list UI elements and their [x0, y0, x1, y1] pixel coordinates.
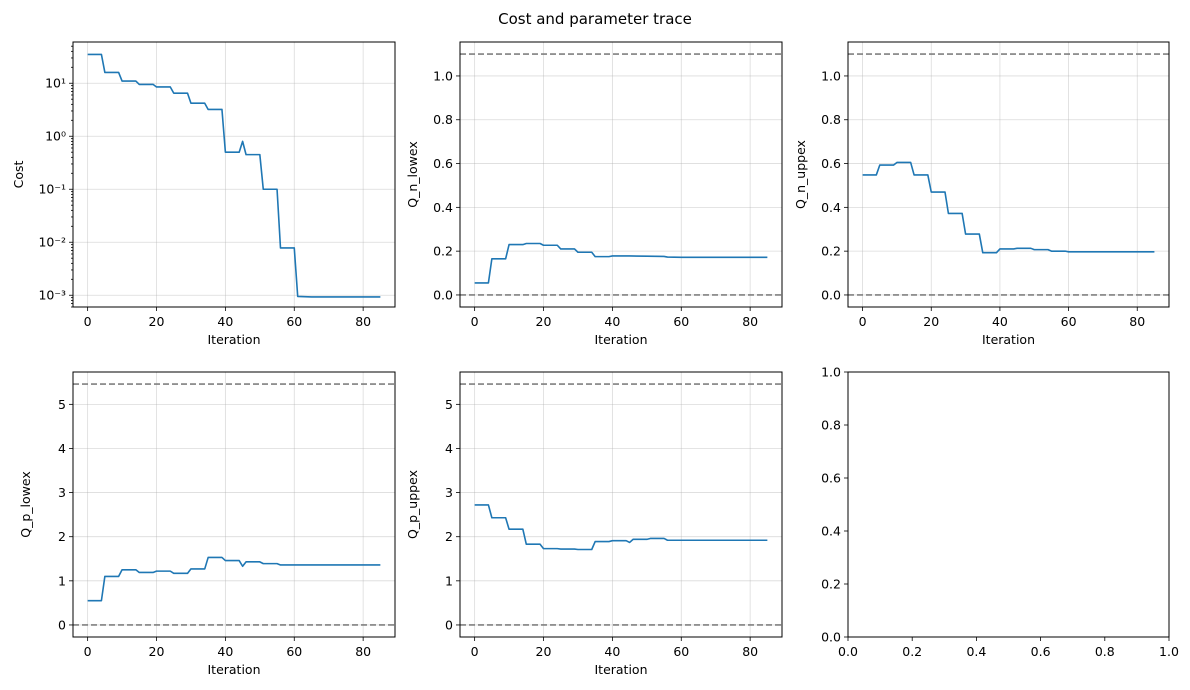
- y-tick-label: 10⁻³: [38, 288, 66, 303]
- x-tick-label: 60: [673, 644, 689, 659]
- y-tick-label: 0.2: [821, 244, 841, 259]
- y-tick-label: 1: [445, 573, 453, 588]
- y-tick-label: 0.2: [433, 244, 453, 259]
- x-tick-label: 20: [149, 644, 165, 659]
- x-tick-label: 0.6: [1031, 644, 1051, 659]
- x-tick-label: 0.0: [838, 644, 858, 659]
- y-tick-label: 0.4: [433, 200, 453, 215]
- y-tick-label: 0.2: [821, 577, 841, 592]
- x-tick-label: 60: [1061, 314, 1077, 329]
- y-tick-label: 2: [445, 529, 453, 544]
- y-tick-label: 3: [445, 485, 453, 500]
- subplot-2: 0 20 40 60 80 0.0 0.2 0.4 0.6 0.8 1.0 Iteration Q_n_…: [405, 41, 783, 347]
- y-tick-label: 0.0: [821, 287, 841, 302]
- subplot-grid: 0 20 40 60 8010⁻³10⁻²10⁻¹10⁰10¹IterationCost…: [11, 41, 1179, 677]
- x-tick-label: 80: [355, 314, 371, 329]
- y-tick-label: 10¹: [45, 76, 66, 91]
- y-tick-label: 0.6: [821, 471, 841, 486]
- x-tick-label: 80: [742, 314, 758, 329]
- y-tick-label: 10⁻²: [38, 235, 66, 250]
- y-tick-label: 0.8: [821, 112, 841, 127]
- series-line: [474, 504, 768, 551]
- y-tick-label: 0.6: [821, 156, 841, 171]
- axes-frame: [459, 41, 783, 308]
- subplot-3: 0 20 40 60 80 0.0 0.2 0.4 0.6 0.8 1.0 Iteration Q_n_…: [793, 41, 1170, 347]
- y-tick-label: 0.0: [821, 630, 841, 645]
- y-axis-label: Q_n_lowex: [405, 141, 420, 207]
- x-tick-label: 80: [1129, 314, 1145, 329]
- y-tick-label: 0: [445, 617, 453, 632]
- x-axis-label: Iteration: [207, 662, 260, 677]
- series-line: [87, 53, 381, 298]
- y-tick-label: 2: [58, 529, 66, 544]
- x-tick-label: 40: [604, 314, 620, 329]
- x-tick-label: 20: [536, 314, 552, 329]
- subplot-1: 0 20 40 60 80 10⁻³ 10⁻² 10⁻¹ 10⁰ 10¹ Iteration Cost: [11, 41, 396, 347]
- x-tick-label: 0: [471, 644, 479, 659]
- y-tick-label: 4: [58, 441, 66, 456]
- y-axis-label: Q_p_uppex: [405, 470, 420, 539]
- y-tick-label: 1.0: [433, 68, 453, 83]
- y-tick-label: 4: [445, 441, 453, 456]
- y-axis-label: Q_p_lowex: [18, 471, 33, 538]
- axes-frame: [847, 371, 1170, 638]
- y-tick-label: 0.4: [821, 200, 841, 215]
- x-tick-label: 40: [217, 314, 233, 329]
- y-tick-label: 5: [445, 397, 453, 412]
- y-tick-label: 10⁰: [45, 129, 66, 144]
- x-axis-label: Iteration: [207, 332, 260, 347]
- subplot-5: 0 20 40 60 80 0 1 2 3 4 5 Iteration Q_p_uppex: [405, 371, 783, 677]
- series-line: [474, 242, 768, 284]
- y-axis-label: Q_n_uppex: [793, 140, 808, 209]
- x-tick-label: 20: [536, 644, 552, 659]
- x-tick-label: 60: [286, 314, 302, 329]
- y-tick-label: 0.8: [433, 112, 453, 127]
- figure-title: Cost and parameter trace: [498, 10, 692, 28]
- x-axis-label: Iteration: [982, 332, 1035, 347]
- subplot-6: 0.0 0.2 0.4 0.6 0.8 1.0 0.0 0.2 0.4 0.6 0.8 1.0: [821, 365, 1179, 660]
- x-tick-label: 0: [859, 314, 867, 329]
- y-axis-label: Cost: [11, 161, 26, 189]
- axes-frame: [847, 41, 1170, 308]
- y-tick-label: 1.0: [821, 68, 841, 83]
- x-tick-label: 60: [286, 644, 302, 659]
- y-tick-label: 3: [58, 485, 66, 500]
- x-tick-label: 40: [992, 314, 1008, 329]
- x-tick-label: 80: [742, 644, 758, 659]
- subplot-4: 0 20 40 60 80 0 1 2 3 4 5 Iteration Q_p_lowex: [18, 371, 396, 677]
- y-tick-label: 0.4: [821, 524, 841, 539]
- y-tick-label: 10⁻¹: [38, 182, 66, 197]
- axes-frame: [72, 371, 396, 638]
- x-axis-label: Iteration: [594, 332, 647, 347]
- x-axis-label: Iteration: [594, 662, 647, 677]
- y-tick-label: 0.0: [433, 287, 453, 302]
- y-tick-label: 0: [58, 617, 66, 632]
- x-tick-label: 40: [217, 644, 233, 659]
- x-tick-label: 1.0: [1159, 644, 1179, 659]
- y-tick-label: 0.8: [821, 418, 841, 433]
- series-line: [87, 556, 381, 602]
- axes-frame: [72, 41, 396, 308]
- y-tick-label: 0.6: [433, 156, 453, 171]
- x-tick-label: 60: [673, 314, 689, 329]
- y-tick-label: 5: [58, 397, 66, 412]
- x-tick-label: 80: [355, 644, 371, 659]
- x-tick-label: 20: [923, 314, 939, 329]
- y-tick-label: 1.0: [821, 365, 841, 380]
- x-tick-label: 0.4: [966, 644, 986, 659]
- x-tick-label: 20: [149, 314, 165, 329]
- series-line: [862, 161, 1155, 254]
- x-tick-label: 0.8: [1095, 644, 1115, 659]
- axes-frame: [459, 371, 783, 638]
- x-tick-label: 0: [84, 314, 92, 329]
- x-tick-label: 40: [604, 644, 620, 659]
- x-tick-label: 0: [84, 644, 92, 659]
- y-tick-label: 1: [58, 573, 66, 588]
- x-tick-label: 0.2: [902, 644, 922, 659]
- x-tick-label: 0: [471, 314, 479, 329]
